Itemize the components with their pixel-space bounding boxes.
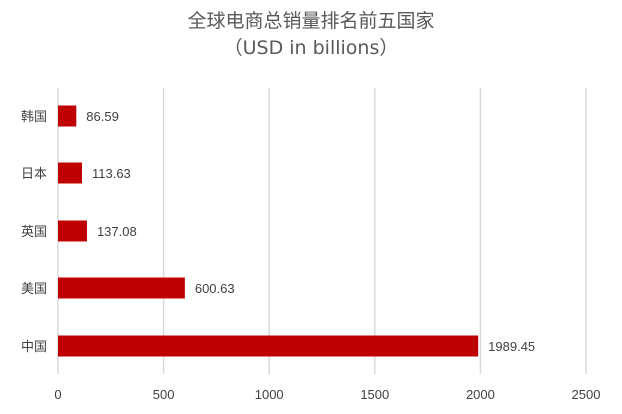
data-label: 137.08 xyxy=(97,224,137,239)
x-tick-labels: 0 500 1000 1500 2000 2500 xyxy=(54,387,600,402)
data-label: 86.59 xyxy=(86,109,119,124)
data-label: 1989.45 xyxy=(488,339,535,354)
category-label: 日本 xyxy=(21,167,47,182)
gridlines xyxy=(57,88,587,374)
category-label: 美国 xyxy=(21,282,47,297)
category-label: 中国 xyxy=(21,340,47,355)
chart-subtitle: （USD in billions） xyxy=(223,37,399,59)
x-tick-label: 2500 xyxy=(572,387,601,402)
chart-title: 全球电商总销量排名前五国家 xyxy=(187,10,435,32)
data-label: 600.63 xyxy=(195,281,235,296)
data-label: 113.63 xyxy=(92,166,131,181)
data-labels: 86.59 113.63 137.08 600.63 1989.45 xyxy=(86,109,535,354)
bar xyxy=(58,162,82,184)
x-tick-label: 0 xyxy=(54,387,61,402)
x-tick-label: 2000 xyxy=(466,387,495,402)
bar xyxy=(58,105,77,127)
x-tick-label: 1000 xyxy=(255,387,284,402)
x-tick-label: 500 xyxy=(153,387,175,402)
category-label: 英国 xyxy=(21,225,47,240)
chart-title-block: 全球电商总销量排名前五国家 （USD in billions） xyxy=(0,8,622,62)
x-tick-label: 1500 xyxy=(360,387,389,402)
bar xyxy=(58,277,185,299)
category-label: 韩国 xyxy=(21,110,47,125)
bar xyxy=(58,335,479,357)
bars xyxy=(58,105,479,357)
bar xyxy=(58,220,87,242)
